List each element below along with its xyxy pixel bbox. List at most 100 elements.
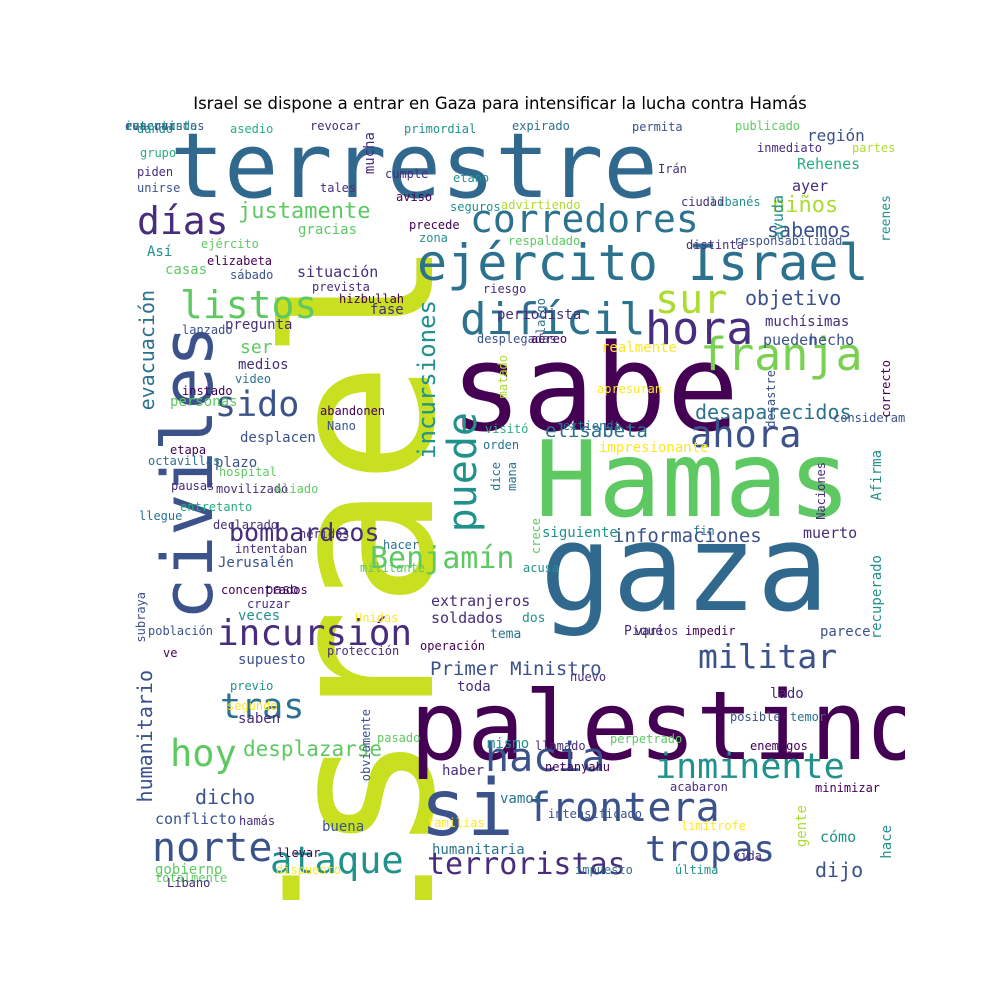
word-sido: sido: [215, 385, 300, 425]
word-evacuacion: evacuación: [135, 290, 159, 411]
word-ataque: ataque: [270, 839, 404, 882]
word-enemigos: enemigos: [750, 739, 808, 753]
word-franja: franja: [700, 328, 863, 381]
word-soldados: soldados: [431, 609, 504, 627]
word-entretanto: entretanto: [180, 500, 253, 514]
word-operacion: operación: [420, 639, 486, 653]
word-recuperado: recuperado: [869, 555, 885, 640]
word-sur: sur: [655, 277, 728, 323]
word-primer-ministro: Primer Ministro: [430, 658, 602, 680]
word-desplazarse: desplazarse: [243, 737, 383, 761]
word-limitrofe: limítrofe: [681, 819, 747, 833]
word-nano: Nano: [327, 419, 356, 433]
word-hace: hace: [879, 825, 895, 859]
word-veces: veces: [238, 608, 281, 624]
word-revocar: revocar: [310, 120, 361, 133]
word-hizbullah: hizbullah: [339, 292, 405, 306]
word-etapa: etapa: [170, 443, 207, 457]
word-mucha: mucha: [362, 132, 378, 175]
word-extranjeros: extranjeros: [431, 592, 531, 610]
word-corredores: corredores: [470, 197, 699, 241]
word-tales: tales: [320, 181, 357, 195]
word-dice: dice: [489, 462, 503, 491]
word-realmente: realmente: [601, 340, 677, 356]
word-impedir: impedir: [685, 624, 736, 638]
word-concentrados: concentrados: [221, 583, 308, 597]
word-llamado: llamado: [535, 739, 586, 753]
word-ahora: ahora: [690, 413, 802, 456]
word-acabaron: acabaron: [670, 780, 728, 794]
word-jerusalen: Jerusalén: [218, 555, 294, 571]
word-riesgo: riesgo: [483, 282, 527, 296]
word-muerto: muerto: [803, 524, 858, 542]
word-asedio: asedio: [230, 122, 274, 136]
word-expirado: expirado: [512, 120, 570, 133]
word-impresionante: impresionante: [599, 440, 709, 456]
word-hora: hora: [645, 302, 754, 355]
word-lanzado: lanzado: [182, 323, 233, 337]
word-dias: días: [137, 199, 229, 243]
word-octavillas: octavillas: [148, 454, 221, 468]
word-inminente: inminente: [655, 747, 845, 787]
chart-title: Israel se dispone a entrar en Gaza para …: [193, 94, 807, 113]
word-dispuesto: dispuesto: [276, 863, 342, 877]
word-video: video: [235, 372, 272, 386]
word-naciones: Naciones: [814, 462, 828, 520]
word-situacion: situación: [297, 263, 379, 281]
word-buena: buena: [322, 819, 365, 835]
word-medios: medios: [238, 357, 289, 373]
word-lado: lado: [770, 686, 804, 702]
word-puede: puede: [440, 412, 486, 533]
word-permita: permita: [632, 120, 683, 134]
word-supuesto: supuesto: [238, 652, 306, 668]
word-toda: toda: [457, 679, 491, 695]
word-dificil: difícil: [460, 294, 646, 345]
word-vamos: vamos: [500, 791, 543, 807]
word-reservistas: reservistas: [125, 120, 205, 133]
word-desastre: desastre: [764, 370, 778, 428]
word-justamente: justamente: [238, 199, 371, 224]
word-objetivo: objetivo: [745, 286, 842, 310]
word-rehenes: Rehenes: [797, 155, 861, 173]
word-terroristas: terroristas: [427, 847, 626, 882]
word-correcto: correcto: [879, 360, 893, 418]
word-hoy: hoy: [170, 732, 237, 775]
word-cloud: terrestreIsraelsabeHamasgazapalestinosci…: [125, 120, 905, 900]
word-orden: orden: [483, 438, 520, 452]
word-advirtiendo: advirtiendo: [501, 198, 581, 212]
word-cruzar: cruzar: [247, 597, 291, 611]
word-incursion: incursión: [217, 613, 413, 654]
word-conflicto: conflicto: [155, 810, 237, 828]
word-ciudad: ciudad: [681, 195, 725, 209]
word-declarado: declarado: [213, 518, 279, 532]
word-libano: Líbano: [167, 876, 211, 890]
word-inmediato: inmediato: [757, 141, 823, 155]
word-hecho: hecho: [809, 331, 855, 349]
word-tema: tema: [490, 627, 522, 642]
word-casas: casas: [165, 262, 208, 278]
word-dos: dos: [522, 611, 546, 626]
word-dicho: dicho: [195, 785, 256, 809]
word-gaza: gaza: [540, 500, 829, 639]
word-etano: etano: [453, 171, 490, 185]
word-mismo: mismo: [487, 736, 530, 752]
word-nuevo: nuevo: [570, 670, 607, 684]
word-posible: posible: [730, 710, 781, 724]
word-gente: gente: [794, 805, 810, 848]
word-informaciones: informaciones: [613, 525, 762, 547]
word-publicado: publicado: [735, 120, 801, 133]
word-pausas: pausas: [171, 479, 215, 493]
word-palestinos: palestinos: [410, 672, 905, 782]
word-instado: instado: [182, 384, 233, 398]
word-plazo: plazo: [215, 455, 258, 471]
word-hospital: hospital: [219, 465, 277, 479]
word-ultima: última: [675, 863, 719, 877]
word-unirse: unirse: [137, 181, 181, 195]
word-visito: visitó: [485, 422, 529, 436]
word-desaparecidos: desaparecidos: [695, 400, 852, 424]
word-sabado: sábado: [230, 268, 274, 282]
word-ejercito: ejército: [201, 237, 259, 251]
word-distinta: distinta: [686, 238, 744, 252]
word-apresuran: apresuran: [597, 382, 663, 396]
word-hamas: hamás: [239, 814, 276, 828]
